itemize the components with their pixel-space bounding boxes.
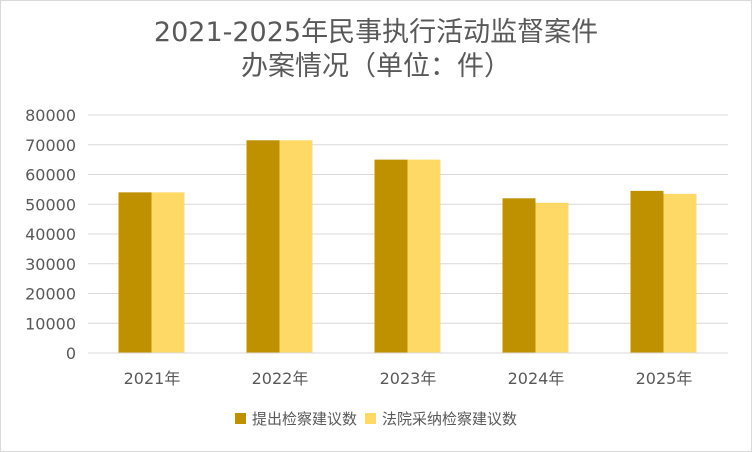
chart-title: 2021-2025年民事执行活动监督案件 办案情况（单位：件） xyxy=(0,16,752,84)
chart-title-line-2: 办案情况（单位：件） xyxy=(241,51,511,82)
legend-label-series-1: 提出检察建议数 xyxy=(251,410,357,428)
legend-swatch-series-1 xyxy=(234,413,246,424)
bar-series-2 xyxy=(663,193,697,353)
legend-swatch-series-2 xyxy=(365,413,376,424)
chart-title-line-1: 2021-2025年民事执行活动监督案件 xyxy=(153,17,599,48)
y-tick-label: 20000 xyxy=(25,285,76,304)
x-tick-label: 2022年 xyxy=(252,369,309,388)
y-tick-label: 10000 xyxy=(25,314,76,333)
bar-series-1 xyxy=(374,159,408,353)
x-tick-label: 2023年 xyxy=(380,369,437,388)
y-tick-label: 30000 xyxy=(25,255,76,274)
y-tick-label: 80000 xyxy=(25,106,76,125)
bar-series-2 xyxy=(407,159,441,353)
y-tick-label: 40000 xyxy=(25,225,76,244)
bar-series-1 xyxy=(502,198,536,353)
x-tick-label: 2021年 xyxy=(124,369,181,388)
chart-legend: 提出检察建议数 法院采纳检察建议数 xyxy=(0,408,752,429)
y-tick-label: 50000 xyxy=(25,195,76,214)
bar-series-1 xyxy=(246,140,280,353)
bar-series-1 xyxy=(118,192,152,353)
y-tick-label: 60000 xyxy=(25,166,76,185)
legend-item-series-1: 提出检察建议数 xyxy=(234,408,357,429)
y-tick-label: 0 xyxy=(66,344,76,363)
bar-series-2 xyxy=(535,202,569,353)
x-tick-label: 2024年 xyxy=(508,369,565,388)
bar-series-1 xyxy=(630,190,664,353)
x-tick-label: 2025年 xyxy=(636,369,693,388)
legend-item-series-2: 法院采纳检察建议数 xyxy=(365,408,517,429)
y-tick-label: 70000 xyxy=(25,136,76,155)
legend-label-series-2: 法院采纳检察建议数 xyxy=(382,410,518,428)
bar-series-2 xyxy=(279,140,313,353)
bar-series-2 xyxy=(151,192,185,353)
